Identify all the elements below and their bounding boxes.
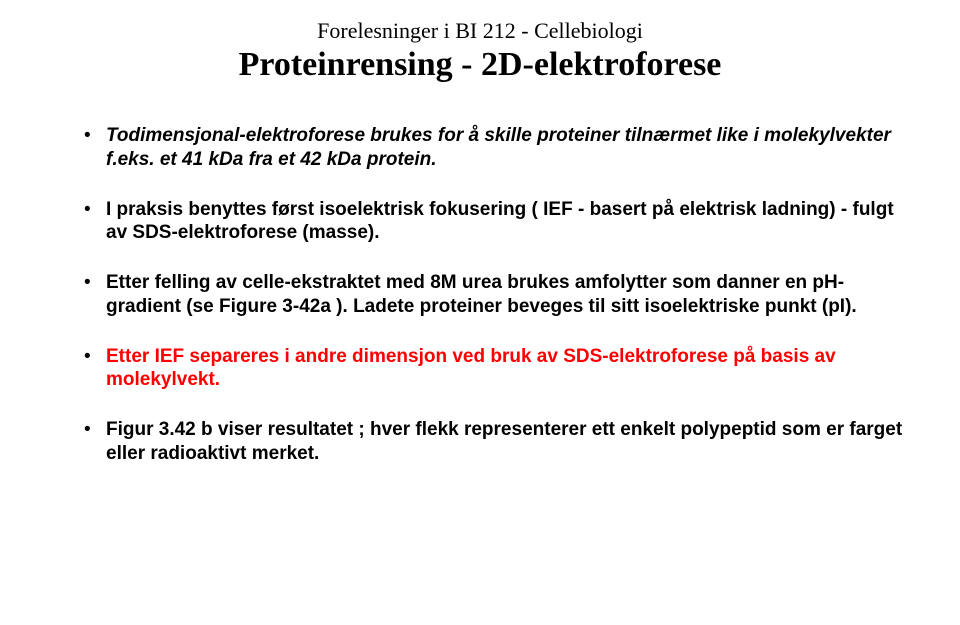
- list-item: Figur 3.42 b viser resultatet ; hver fle…: [78, 418, 912, 466]
- pretitle: Forelesninger i BI 212 - Cellebiologi: [78, 18, 912, 44]
- list-item: Etter felling av celle-ekstraktet med 8M…: [78, 271, 912, 319]
- page-title: Proteinrensing - 2D-elektroforese: [78, 46, 912, 84]
- list-item: I praksis benyttes først isoelektrisk fo…: [78, 198, 912, 246]
- list-item: Todimensjonal-elektroforese brukes for å…: [78, 124, 912, 172]
- list-item: Etter IEF separeres i andre dimensjon ve…: [78, 345, 912, 393]
- bullet-list: Todimensjonal-elektroforese brukes for å…: [78, 124, 912, 466]
